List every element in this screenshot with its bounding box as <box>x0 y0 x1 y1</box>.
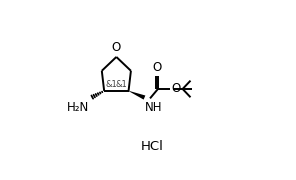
Text: O: O <box>112 41 121 54</box>
Text: &1: &1 <box>105 80 117 89</box>
Text: H₂N: H₂N <box>67 101 89 114</box>
Text: O: O <box>152 61 162 74</box>
Text: HCl: HCl <box>140 140 163 153</box>
Polygon shape <box>128 91 145 100</box>
Text: &1: &1 <box>116 80 128 89</box>
Text: O: O <box>171 82 180 95</box>
Text: NH: NH <box>145 101 163 114</box>
